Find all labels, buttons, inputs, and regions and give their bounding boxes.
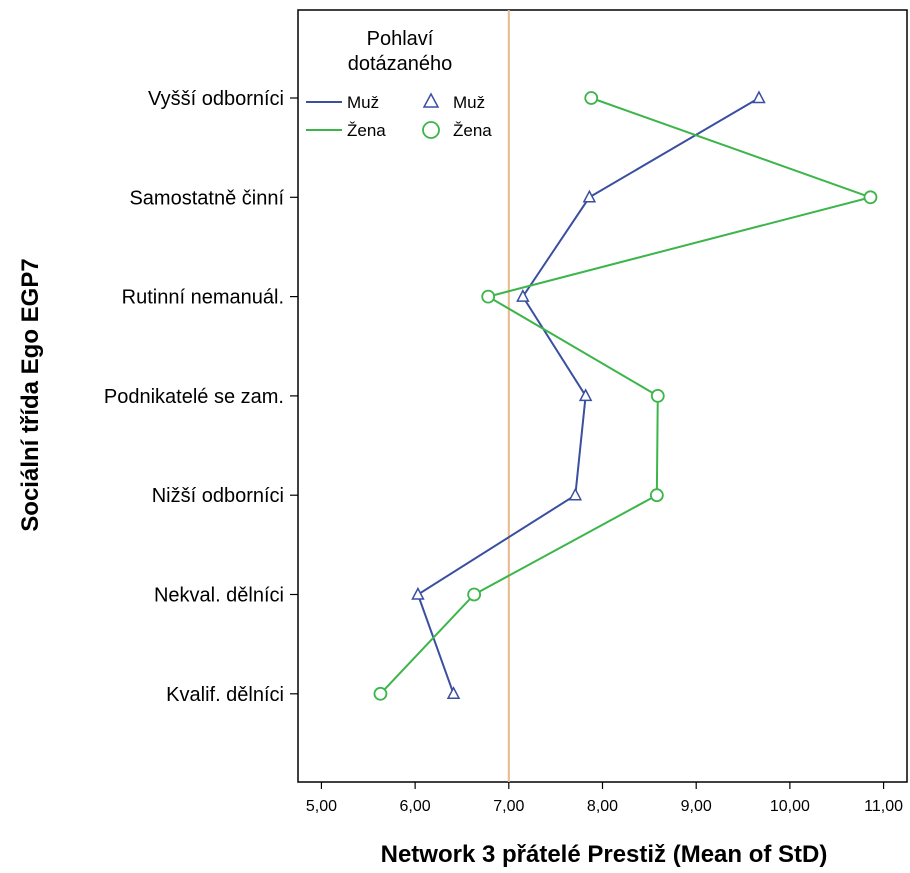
y-tick-label: Kvalif. dělníci xyxy=(166,684,284,706)
y-tick-label: Samostatně činní xyxy=(129,187,284,209)
legend-marker-label: Žena xyxy=(453,121,492,140)
y-tick-label: Vyšší odborníci xyxy=(148,88,284,110)
x-tick-label: 11,00 xyxy=(864,798,903,815)
series-lines-group xyxy=(379,97,874,695)
legend-items: Muž Muž Žena Žena xyxy=(306,92,492,140)
y-tick-label: Nižší odborníci xyxy=(152,485,284,507)
legend-marker-label: Muž xyxy=(453,93,485,112)
point-triangle xyxy=(578,388,593,402)
x-tick-label: 7,00 xyxy=(493,798,524,815)
legend-marker-circle xyxy=(422,121,440,139)
point-triangle xyxy=(516,288,530,302)
markers-group xyxy=(373,90,878,701)
point-triangle xyxy=(411,586,425,600)
point-circle xyxy=(467,587,482,602)
point-circle xyxy=(481,289,496,304)
legend-line-label: Muž xyxy=(347,93,379,112)
x-tick-label: 10,00 xyxy=(770,798,810,815)
y-tick-label: Rutinní nemanuál. xyxy=(122,287,284,309)
x-tick-label: 9,00 xyxy=(681,798,712,815)
point-triangle xyxy=(752,90,766,104)
point-circle xyxy=(373,686,388,701)
y-axis-title: Sociální třída Ego EGP7 xyxy=(17,258,44,531)
x-axis: 5,00 6,00 7,00 8,00 9,00 10,00 11,00 xyxy=(306,782,903,815)
y-tick-label: Podnikatelé se zam. xyxy=(104,386,284,408)
legend: Pohlaví dotázaného Muž Muž Žena Žena xyxy=(306,28,492,140)
point-circle xyxy=(584,91,599,105)
point-circle xyxy=(649,488,664,503)
x-axis-title: Network 3 přátelé Prestiž (Mean of StD) xyxy=(381,841,828,868)
plot-frame xyxy=(297,9,908,783)
series-line-zena xyxy=(379,97,874,695)
x-tick-label: 8,00 xyxy=(587,798,618,815)
plot-frame-group xyxy=(297,9,908,783)
legend-title-line-1: Pohlaví xyxy=(367,28,434,50)
point-triangle xyxy=(568,487,583,501)
y-axis: Vyšší odborníci Samostatně činní Rutinní n… xyxy=(104,88,298,706)
point-circle xyxy=(650,388,665,403)
y-tick-label: Nekval. dělníci xyxy=(154,585,284,607)
point-circle xyxy=(863,190,878,205)
point-triangle xyxy=(446,686,461,700)
legend-title-line-2: dotázaného xyxy=(348,53,453,75)
legend-line-label: Žena xyxy=(347,121,386,140)
x-tick-label: 5,00 xyxy=(306,798,337,815)
point-triangle xyxy=(582,189,597,203)
legend-marker-triangle xyxy=(422,92,440,108)
x-tick-label: 6,00 xyxy=(400,798,431,815)
